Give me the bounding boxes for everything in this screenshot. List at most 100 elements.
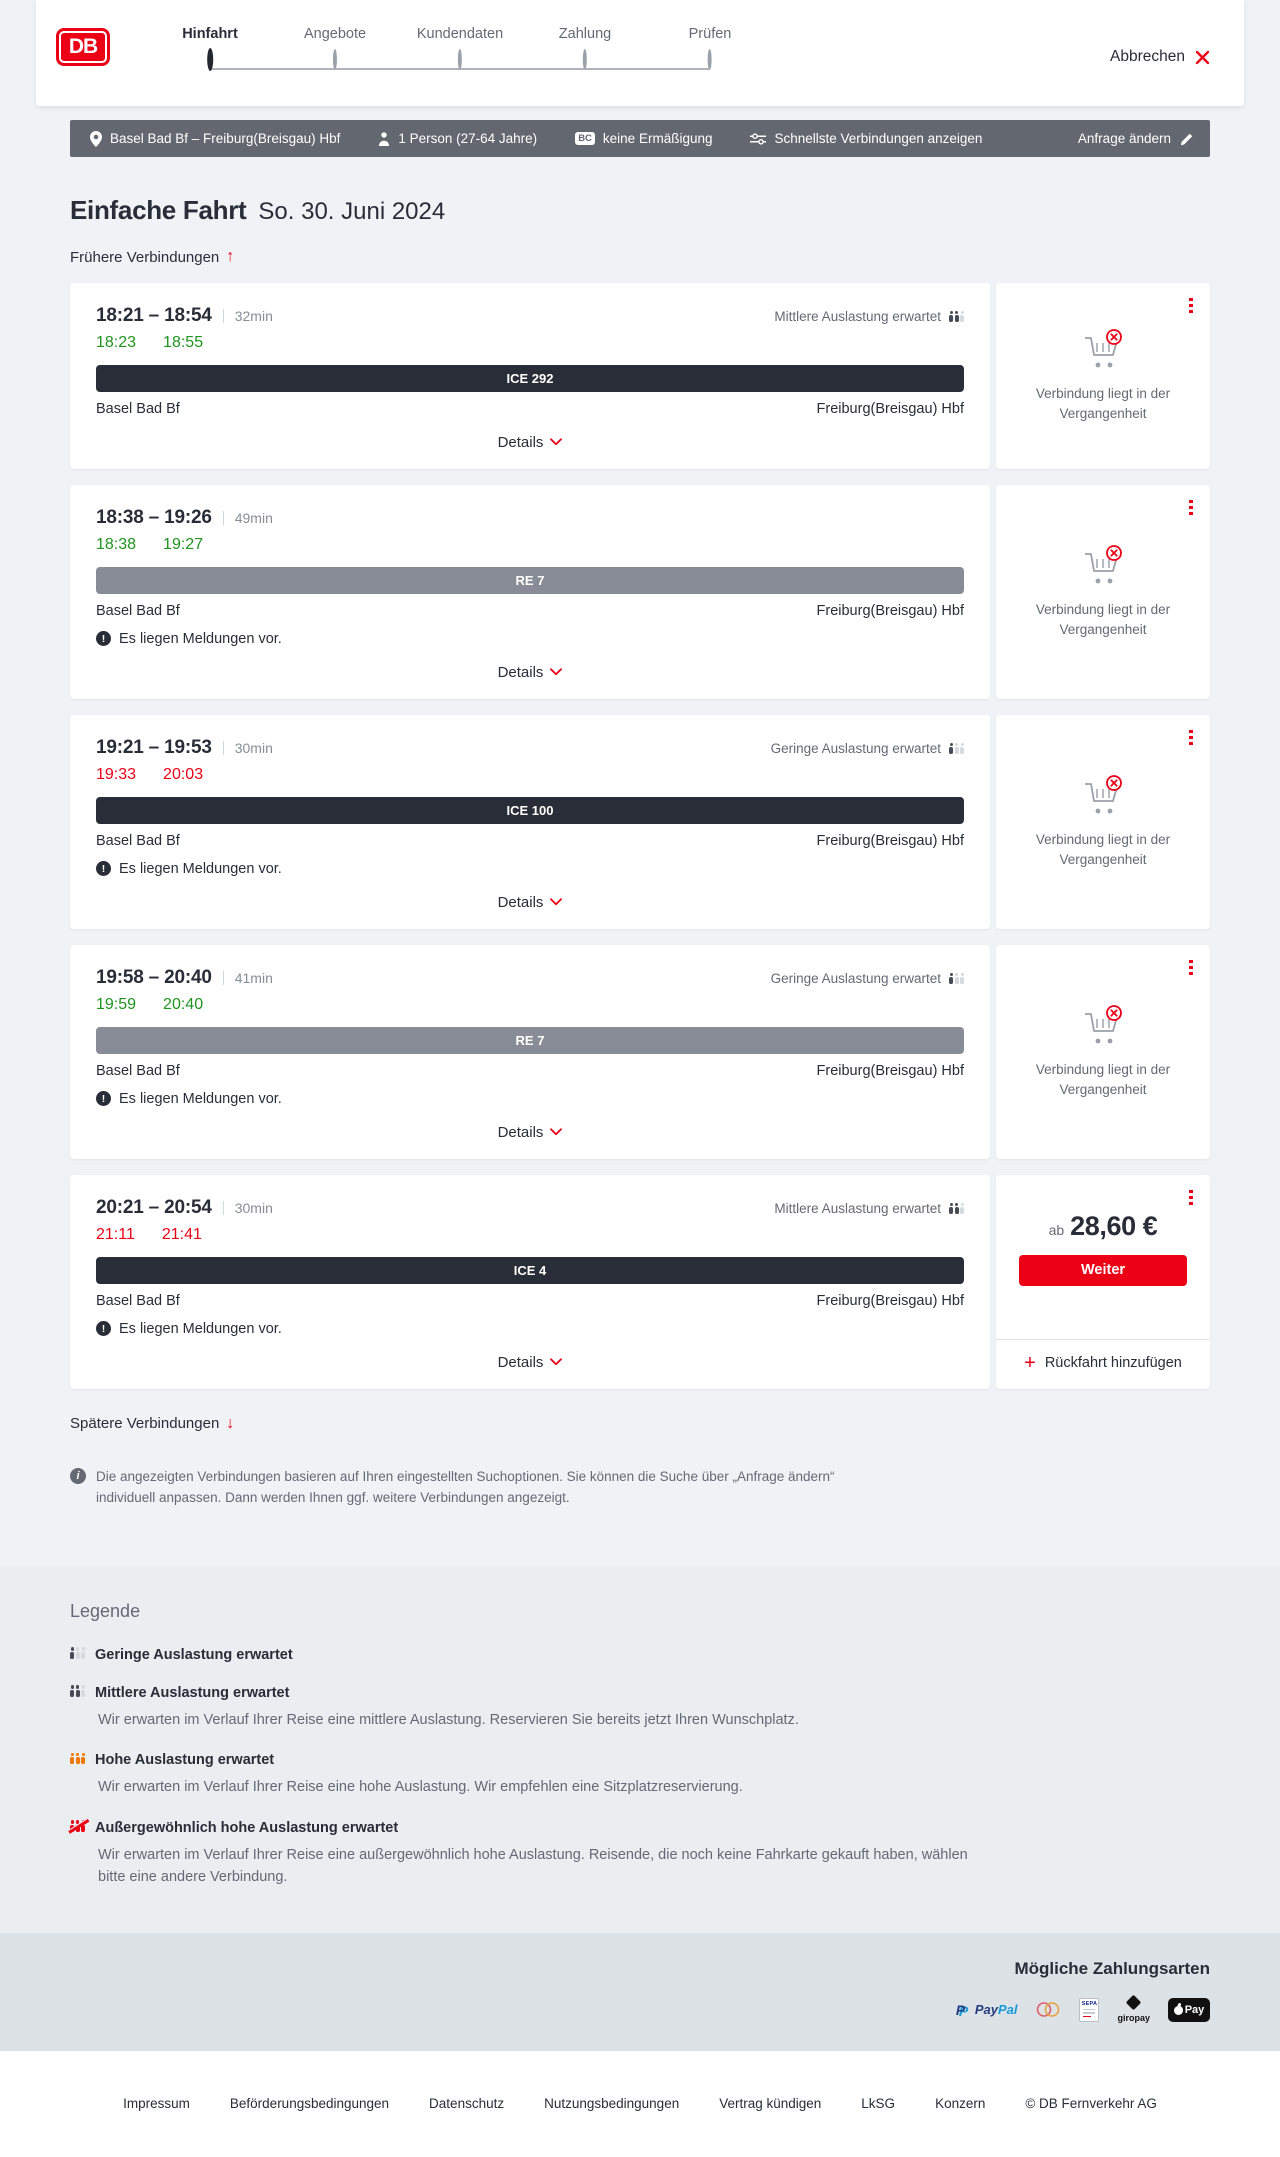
footer-link-datenschutz[interactable]: Datenschutz [429, 2096, 505, 2112]
apple-icon [1173, 2004, 1183, 2016]
train-segment-bar[interactable]: RE 7 [96, 1026, 964, 1054]
footer-link-konzern[interactable]: Konzern [935, 2096, 986, 2112]
alert-label: Es liegen Meldungen vor. [119, 1090, 282, 1107]
connection-times: 20:21 – 20:54 [96, 1196, 212, 1218]
details-toggle[interactable]: Details [96, 1120, 964, 1145]
connection-row: 19:58 – 20:40 41min Geringe Auslastung e… [70, 944, 1210, 1159]
train-segment-bar[interactable]: ICE 292 [96, 364, 964, 392]
db-logo[interactable]: DB [56, 28, 110, 66]
travelers-label: 1 Person (27-64 Jahre) [398, 131, 538, 146]
actual-departure: 18:38 [96, 535, 137, 553]
more-options-button[interactable] [1186, 727, 1196, 749]
more-options-button[interactable] [1186, 957, 1196, 979]
step-pruefen: Prüfen [689, 26, 731, 70]
step-label: Kundendaten [416, 26, 504, 42]
add-return-trip-button[interactable]: + Rückfahrt hinzufügen [996, 1338, 1210, 1377]
bahncard-badge: BC [575, 131, 595, 146]
legend-label: Mittlere Auslastung erwartet [95, 1684, 290, 1701]
connection-duration: 30min [234, 1199, 273, 1216]
alert-icon: ! [96, 861, 111, 876]
service-alert: ! Es liegen Meldungen vor. [96, 631, 964, 647]
later-connections-label: Spätere Verbindungen [70, 1415, 220, 1432]
alert-icon: ! [96, 1091, 111, 1106]
details-toggle[interactable]: Details [96, 660, 964, 685]
chevron-down-icon [550, 898, 563, 906]
alert-label: Es liegen Meldungen vor. [119, 630, 282, 647]
legend-item-low: Geringe Auslastung erwartet [70, 1646, 1210, 1664]
cart-unavailable-icon [1085, 775, 1122, 814]
sort-option[interactable]: Schnellste Verbindungen anzeigen [750, 131, 982, 146]
train-label: ICE 292 [506, 370, 554, 386]
past-connection-note: Verbindung liegt in der Vergangenheit [1035, 832, 1171, 867]
occupancy-icon [949, 1202, 964, 1214]
connection-card: 18:38 – 19:26 49min 18:38 19:27 RE 7 Bas… [70, 484, 990, 699]
legend-item-medium: Mittlere Auslastung erwartet [70, 1684, 1210, 1702]
footer-link-lksg[interactable]: LkSG [861, 2096, 896, 2112]
occupancy-indicator: Mittlere Auslastung erwartet [774, 1201, 964, 1216]
occupancy-high-icon [70, 1751, 85, 1769]
actual-times: 21:11 21:41 [96, 1226, 964, 1244]
connection-duration: 30min [234, 739, 273, 756]
cart-unavailable-icon [1085, 545, 1122, 584]
trip-type-title: Einfache Fahrt [70, 195, 247, 225]
details-label: Details [497, 1123, 544, 1141]
actual-arrival: 18:55 [163, 333, 204, 351]
later-connections-link[interactable]: Spätere Verbindungen ↓ [70, 1415, 234, 1433]
card-rings-icon [1037, 2002, 1060, 2018]
past-connection-box: Verbindung liegt in der Vergangenheit [1021, 297, 1186, 457]
past-connection-box: Verbindung liegt in der Vergangenheit [1021, 729, 1186, 917]
details-toggle[interactable]: Details [96, 890, 964, 915]
actual-times: 18:38 19:27 [96, 536, 964, 554]
footer-link-vertrag-kuendigen[interactable]: Vertrag kündigen [719, 2096, 822, 2112]
search-options-note-text: Die angezeigten Verbindungen basieren au… [96, 1469, 835, 1505]
continue-button[interactable]: Weiter [1019, 1254, 1187, 1286]
step-label: Angebote [303, 26, 367, 42]
info-icon: i [70, 1468, 86, 1484]
train-segment-bar[interactable]: RE 7 [96, 566, 964, 594]
plus-icon: + [1024, 1351, 1036, 1374]
connection-row: 20:21 – 20:54 30min Mittlere Auslastung … [70, 1174, 1210, 1389]
change-request-button[interactable]: Anfrage ändern [1078, 131, 1194, 146]
origin-station: Basel Bad Bf [96, 1062, 180, 1079]
connection-times: 18:38 – 19:26 [96, 506, 212, 528]
legend-description: Wir erwarten im Verlauf Ihrer Reise eine… [98, 1711, 799, 1728]
service-alert: ! Es liegen Meldungen vor. [96, 861, 964, 877]
divider [222, 510, 224, 525]
price-amount: 28,60 € [1070, 1210, 1158, 1241]
apple-pay-label: Pay [1184, 2003, 1205, 2016]
footer-copyright: © DB Fernverkehr AG [1025, 2096, 1157, 2112]
occupancy-label: Mittlere Auslastung erwartet [774, 1200, 941, 1216]
legend-description: Wir erwarten im Verlauf Ihrer Reise eine… [98, 1779, 743, 1796]
booking-side-panel: ab 28,60 € Weiter + Rückfahrt hinzufügen [996, 1174, 1210, 1389]
train-segment-bar[interactable]: ICE 100 [96, 796, 964, 824]
footer-link-befoerderungsbedingungen[interactable]: Beförderungsbedingungen [229, 2096, 390, 2112]
travelers-summary: 1 Person (27-64 Jahre) [378, 131, 537, 146]
occupancy-label: Geringe Auslastung erwartet [770, 970, 941, 986]
cancel-button[interactable]: Abbrechen [1110, 48, 1210, 66]
connection-card: 19:58 – 20:40 41min Geringe Auslastung e… [70, 944, 990, 1159]
actual-departure: 19:33 [96, 765, 137, 783]
more-options-button[interactable] [1186, 497, 1196, 519]
cart-unavailable-icon [1085, 1005, 1122, 1044]
more-options-button[interactable] [1186, 1187, 1196, 1209]
checkout-header: DB Hinfahrt Angebote Kundendaten Zahlung… [36, 0, 1244, 106]
train-label: RE 7 [515, 1032, 545, 1048]
cancel-label: Abbrechen [1110, 48, 1185, 65]
details-toggle[interactable]: Details [96, 430, 964, 455]
location-pin-icon [90, 130, 102, 147]
occupancy-low-icon [70, 1646, 85, 1664]
connection-duration: 32min [234, 307, 273, 324]
connection-card: 18:21 – 18:54 32min Mittlere Auslastung … [70, 282, 990, 469]
connection-duration: 41min [234, 969, 273, 986]
alert-label: Es liegen Meldungen vor. [119, 860, 282, 877]
details-toggle[interactable]: Details [96, 1350, 964, 1375]
connection-side-panel: Verbindung liegt in der Vergangenheit [996, 484, 1210, 699]
person-icon [379, 131, 390, 146]
earlier-connections-link[interactable]: Frühere Verbindungen ↑ [70, 248, 234, 266]
train-segment-bar[interactable]: ICE 4 [96, 1256, 964, 1284]
more-options-button[interactable] [1186, 295, 1196, 317]
footer-link-impressum[interactable]: Impressum [123, 2096, 190, 2112]
footer-link-nutzungsbedingungen[interactable]: Nutzungsbedingungen [544, 2096, 680, 2112]
route-label: Basel Bad Bf – Freiburg(Breisgau) Hbf [110, 131, 341, 146]
